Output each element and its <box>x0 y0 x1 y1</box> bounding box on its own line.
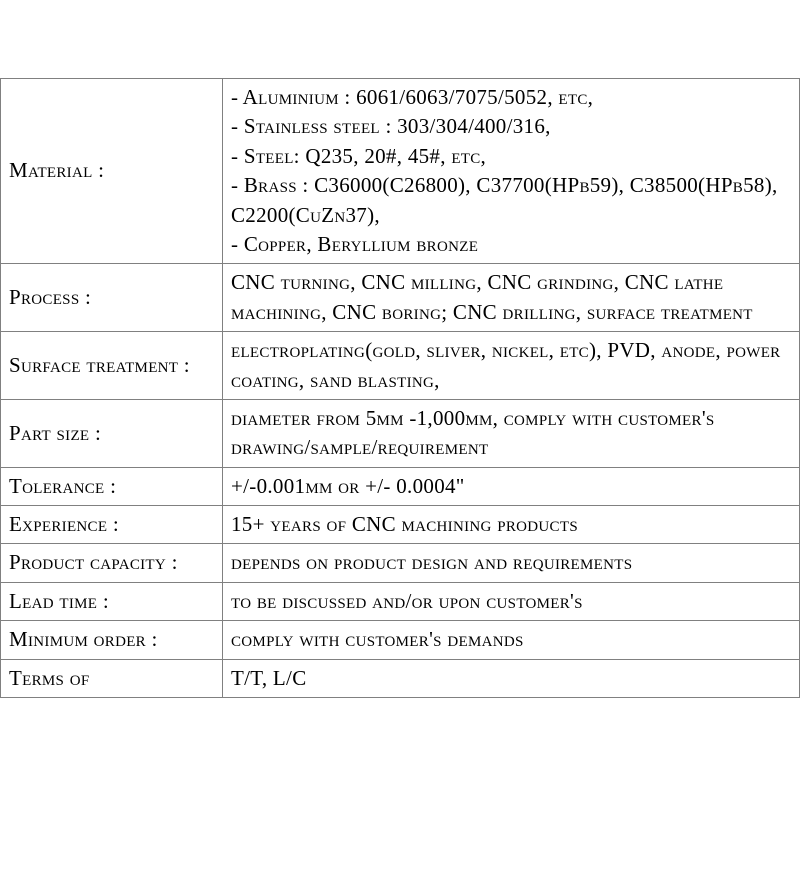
value-line: +/-0.001mm or +/- 0.0004" <box>231 472 791 501</box>
row-label: Lead time : <box>1 582 223 620</box>
table-row: Tolerance : +/-0.001mm or +/- 0.0004" <box>1 467 800 505</box>
row-value: diameter from 5mm -1,000mm, comply with … <box>223 399 800 467</box>
row-value: depends on product design and requiremen… <box>223 544 800 582</box>
value-line: depends on product design and requiremen… <box>231 548 791 577</box>
value-line: electroplating(gold, sliver, nickel, etc… <box>231 336 791 395</box>
table-row: Lead time : to be discussed and/or upon c… <box>1 582 800 620</box>
row-value: T/T, L/C <box>223 659 800 697</box>
row-label: Tolerance : <box>1 467 223 505</box>
table-body: Material :- Aluminium : 6061/6063/7075/5… <box>1 79 800 698</box>
row-label: Minimum order : <box>1 621 223 659</box>
table-row: Minimum order : comply with customer's de… <box>1 621 800 659</box>
value-line: - Steel: Q235, 20#, 45#, etc, <box>231 142 791 171</box>
row-label: Process : <box>1 264 223 332</box>
table-row: Part size :diameter from 5mm -1,000mm, c… <box>1 399 800 467</box>
row-value: to be discussed and/or upon customer's <box>223 582 800 620</box>
value-line: - Aluminium : 6061/6063/7075/5052, etc, <box>231 83 791 112</box>
value-line: CNC turning, CNC milling, CNC grinding, … <box>231 268 791 327</box>
value-line: 15+ years of CNC machining products <box>231 510 791 539</box>
row-label: Part size : <box>1 399 223 467</box>
row-label: Terms of <box>1 659 223 697</box>
row-label: Product capacity : <box>1 544 223 582</box>
row-value: comply with customer's demands <box>223 621 800 659</box>
table-row: Process :CNC turning, CNC milling, CNC g… <box>1 264 800 332</box>
table-row: Material :- Aluminium : 6061/6063/7075/5… <box>1 79 800 264</box>
table-row: Surface treatment :electroplating(gold, … <box>1 332 800 400</box>
value-line: comply with customer's demands <box>231 625 791 654</box>
row-label: Surface treatment : <box>1 332 223 400</box>
row-value: +/-0.001mm or +/- 0.0004" <box>223 467 800 505</box>
row-value: - Aluminium : 6061/6063/7075/5052, etc,-… <box>223 79 800 264</box>
value-line: - Brass : C36000(C26800), C37700(HPb59),… <box>231 171 791 230</box>
row-value: CNC turning, CNC milling, CNC grinding, … <box>223 264 800 332</box>
row-label: Experience : <box>1 506 223 544</box>
table-row: Experience : 15+ years of CNC machining … <box>1 506 800 544</box>
row-label: Material : <box>1 79 223 264</box>
value-line: diameter from 5mm -1,000mm, comply with … <box>231 404 791 463</box>
value-line: to be discussed and/or upon customer's <box>231 587 791 616</box>
row-value: 15+ years of CNC machining products <box>223 506 800 544</box>
table-row: Terms of T/T, L/C <box>1 659 800 697</box>
table-row: Product capacity : depends on product des… <box>1 544 800 582</box>
specification-table: Material :- Aluminium : 6061/6063/7075/5… <box>0 78 800 698</box>
value-line: - Stainless steel : 303/304/400/316, <box>231 112 791 141</box>
value-line: - Copper, Beryllium bronze <box>231 230 791 259</box>
row-value: electroplating(gold, sliver, nickel, etc… <box>223 332 800 400</box>
value-line: T/T, L/C <box>231 664 791 693</box>
